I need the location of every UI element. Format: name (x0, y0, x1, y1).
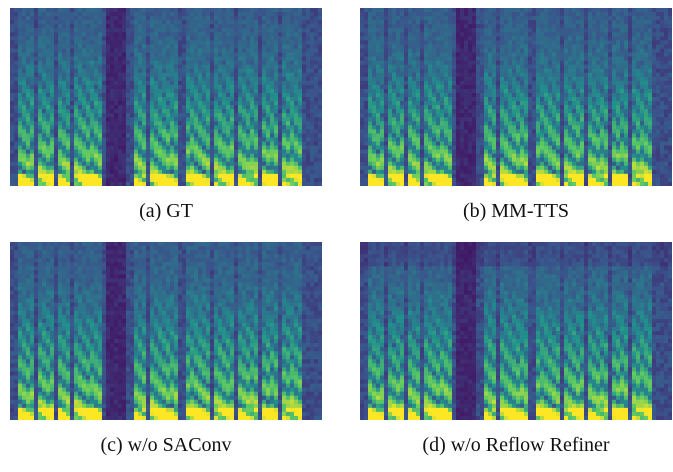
spectrogram-image-gt (10, 8, 322, 186)
spectrogram-cells (10, 8, 322, 186)
spectrogram-image-wo-reflow-refiner (360, 242, 672, 420)
caption-mm-tts: (b) MM-TTS (462, 200, 570, 222)
spectrogram-image-wo-saconv (10, 242, 322, 420)
spectrogram-image-mm-tts (360, 8, 672, 186)
caption-wo-saconv: (c) w/o SAConv (100, 434, 232, 456)
spectrogram-cells (360, 242, 672, 420)
caption-wo-reflow-refiner: (d) w/o Reflow Refiner (422, 434, 610, 456)
spectrogram-mm-tts (360, 8, 672, 186)
caption-gt: (a) GT (139, 200, 193, 222)
spectrogram-cells (360, 8, 672, 186)
spectrogram-wo-reflow-refiner (360, 242, 672, 420)
spectrogram-wo-saconv (10, 242, 322, 420)
spectrogram-gt (10, 8, 322, 186)
spectrogram-cells (10, 242, 322, 420)
